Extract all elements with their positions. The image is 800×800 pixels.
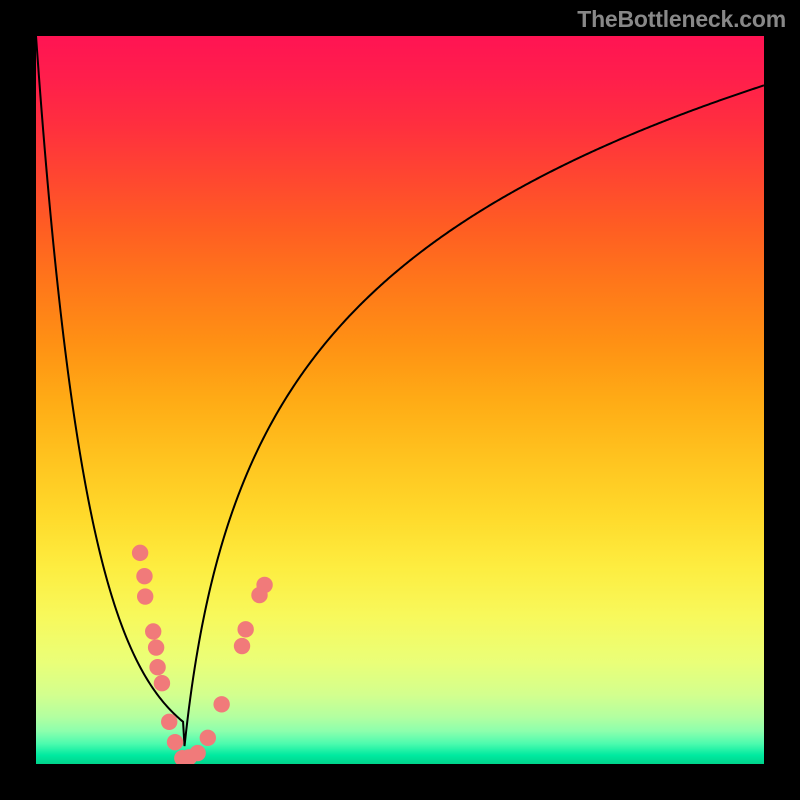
scatter-marker — [256, 577, 272, 593]
scatter-marker — [200, 730, 216, 746]
plot-area — [36, 36, 764, 764]
scatter-marker — [137, 588, 153, 604]
gradient-background — [36, 36, 764, 764]
scatter-marker — [132, 545, 148, 561]
scatter-marker — [149, 659, 165, 675]
scatter-marker — [161, 714, 177, 730]
scatter-marker — [154, 675, 170, 691]
scatter-marker — [237, 621, 253, 637]
scatter-marker — [234, 638, 250, 654]
scatter-marker — [148, 639, 164, 655]
chart-container: TheBottleneck.com — [0, 0, 800, 800]
scatter-marker — [145, 623, 161, 639]
scatter-marker — [213, 696, 229, 712]
bottleneck-curve-chart — [36, 36, 764, 764]
scatter-marker — [189, 745, 205, 761]
scatter-marker — [136, 568, 152, 584]
watermark-text: TheBottleneck.com — [577, 6, 786, 33]
scatter-marker — [167, 734, 183, 750]
